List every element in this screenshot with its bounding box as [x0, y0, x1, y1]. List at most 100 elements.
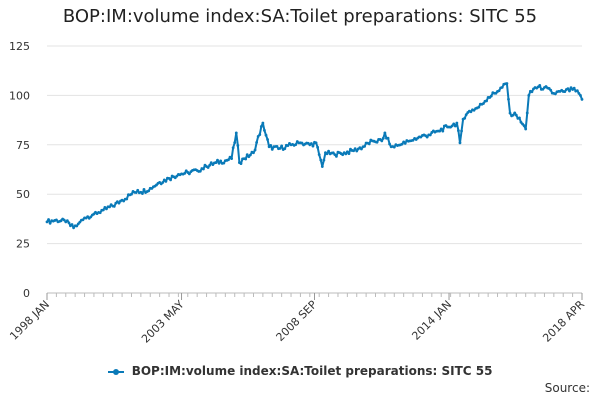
- data-point[interactable]: [198, 169, 202, 173]
- data-point[interactable]: [164, 179, 168, 183]
- data-point[interactable]: [527, 94, 531, 97]
- data-point[interactable]: [345, 150, 349, 154]
- legend[interactable]: BOP:IM:volume index:SA:Toilet preparatio…: [0, 364, 600, 378]
- data-point[interactable]: [319, 158, 323, 162]
- data-point[interactable]: [75, 224, 79, 228]
- data-point[interactable]: [463, 116, 467, 120]
- data-point[interactable]: [375, 140, 379, 144]
- data-point[interactable]: [98, 211, 102, 215]
- data-point[interactable]: [206, 166, 210, 169]
- data-point[interactable]: [245, 153, 249, 157]
- data-point[interactable]: [425, 135, 429, 139]
- data-point[interactable]: [579, 93, 582, 97]
- data-point[interactable]: [341, 153, 345, 157]
- data-point[interactable]: [316, 145, 320, 149]
- data-point[interactable]: [482, 102, 485, 105]
- data-point[interactable]: [258, 133, 262, 137]
- data-point[interactable]: [54, 218, 58, 222]
- data-point[interactable]: [549, 88, 553, 92]
- data-point[interactable]: [236, 144, 240, 147]
- data-point[interactable]: [134, 191, 138, 194]
- data-point[interactable]: [263, 129, 266, 132]
- data-point[interactable]: [453, 124, 457, 128]
- data-point[interactable]: [252, 151, 255, 155]
- data-point[interactable]: [142, 188, 146, 191]
- data-point[interactable]: [300, 141, 304, 145]
- data-point[interactable]: [70, 223, 74, 226]
- data-point[interactable]: [411, 138, 415, 142]
- data-point[interactable]: [518, 116, 521, 120]
- data-point[interactable]: [327, 149, 330, 153]
- data-point[interactable]: [317, 153, 321, 157]
- data-point[interactable]: [161, 181, 165, 184]
- data-point[interactable]: [294, 143, 298, 147]
- data-point[interactable]: [508, 111, 512, 115]
- data-point[interactable]: [45, 220, 49, 224]
- data-point[interactable]: [78, 220, 82, 224]
- data-point[interactable]: [392, 145, 396, 149]
- data-point[interactable]: [428, 133, 432, 137]
- data-point[interactable]: [202, 167, 205, 171]
- data-point[interactable]: [81, 218, 85, 222]
- data-point[interactable]: [264, 133, 268, 137]
- data-point[interactable]: [280, 144, 284, 148]
- data-point[interactable]: [455, 121, 459, 125]
- data-point[interactable]: [363, 145, 366, 148]
- data-point[interactable]: [89, 215, 93, 219]
- data-point[interactable]: [47, 218, 50, 221]
- data-point[interactable]: [450, 124, 454, 128]
- data-point[interactable]: [219, 159, 223, 163]
- data-point[interactable]: [353, 147, 357, 151]
- data-point[interactable]: [367, 142, 371, 146]
- data-point[interactable]: [477, 105, 481, 109]
- data-point[interactable]: [253, 148, 257, 152]
- data-point[interactable]: [311, 144, 315, 148]
- data-point[interactable]: [244, 157, 248, 161]
- data-point[interactable]: [112, 205, 116, 208]
- data-point[interactable]: [239, 162, 243, 166]
- data-point[interactable]: [522, 124, 526, 128]
- data-point[interactable]: [438, 129, 442, 133]
- data-point[interactable]: [325, 152, 329, 156]
- data-point[interactable]: [566, 87, 570, 91]
- data-point[interactable]: [538, 83, 542, 87]
- data-point[interactable]: [234, 131, 238, 135]
- data-point[interactable]: [572, 86, 576, 90]
- data-point[interactable]: [388, 142, 391, 146]
- data-point[interactable]: [233, 141, 237, 145]
- data-point[interactable]: [314, 141, 318, 145]
- data-point[interactable]: [554, 92, 557, 96]
- data-point[interactable]: [380, 139, 384, 143]
- data-point[interactable]: [458, 141, 462, 145]
- data-point[interactable]: [230, 157, 233, 161]
- data-point[interactable]: [255, 141, 259, 144]
- data-point[interactable]: [261, 121, 265, 125]
- data-point[interactable]: [505, 82, 509, 85]
- data-point[interactable]: [278, 146, 282, 150]
- data-point[interactable]: [360, 147, 363, 151]
- data-point[interactable]: [439, 127, 443, 131]
- data-point[interactable]: [577, 92, 581, 95]
- data-point[interactable]: [507, 97, 510, 101]
- data-point[interactable]: [214, 161, 218, 164]
- data-point[interactable]: [563, 90, 567, 94]
- data-point[interactable]: [457, 129, 460, 133]
- data-point[interactable]: [108, 205, 111, 209]
- data-point[interactable]: [441, 129, 445, 133]
- data-point[interactable]: [183, 171, 187, 175]
- data-point[interactable]: [464, 113, 468, 117]
- data-point[interactable]: [580, 97, 584, 101]
- data-point[interactable]: [322, 158, 326, 162]
- data-point[interactable]: [130, 192, 133, 196]
- data-point[interactable]: [331, 151, 335, 155]
- data-point[interactable]: [469, 110, 473, 114]
- data-point[interactable]: [62, 218, 66, 222]
- data-point[interactable]: [352, 149, 356, 153]
- data-point[interactable]: [231, 146, 235, 150]
- data-point[interactable]: [485, 99, 488, 103]
- data-point[interactable]: [187, 172, 191, 176]
- data-point[interactable]: [125, 197, 129, 201]
- data-point[interactable]: [122, 199, 126, 203]
- data-point[interactable]: [568, 89, 571, 93]
- data-point[interactable]: [530, 90, 534, 94]
